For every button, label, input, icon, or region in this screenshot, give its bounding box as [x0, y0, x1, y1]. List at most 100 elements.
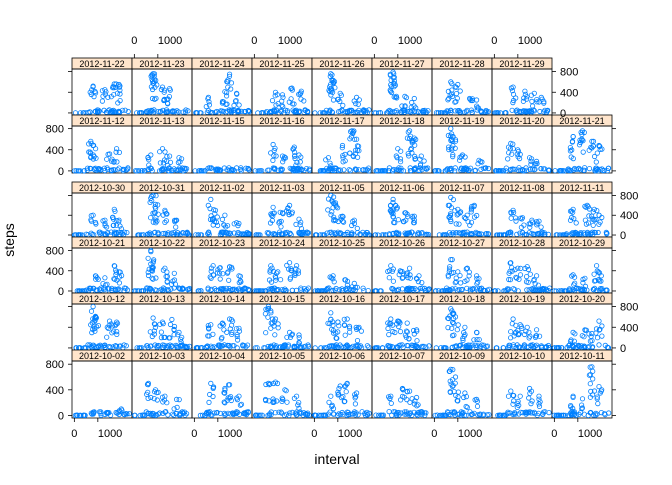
- data-point: [382, 168, 388, 174]
- data-point: [330, 322, 336, 328]
- y-tick-label: 800: [620, 302, 638, 314]
- data-point: [180, 109, 186, 115]
- data-point: [240, 343, 246, 349]
- panel-frame: [311, 303, 373, 351]
- data-point: [449, 377, 456, 383]
- data-point: [585, 204, 591, 210]
- y-tick-label: 400: [46, 266, 64, 278]
- data-point: [594, 394, 600, 400]
- data-point: [453, 84, 459, 90]
- data-point: [484, 412, 490, 418]
- data-point: [596, 318, 602, 324]
- data-point: [206, 399, 212, 405]
- data-point: [219, 320, 226, 326]
- data-point: [111, 206, 117, 212]
- data-point: [115, 286, 122, 292]
- data-point: [366, 107, 372, 113]
- y-tick-label: 0: [560, 108, 566, 120]
- data-point: [289, 211, 295, 217]
- data-point: [475, 279, 481, 285]
- data-point: [226, 107, 232, 113]
- data-point: [329, 89, 336, 95]
- data-point: [225, 77, 231, 83]
- data-point: [350, 129, 356, 135]
- data-point: [395, 217, 401, 223]
- data-point: [459, 152, 466, 158]
- data-point: [570, 156, 576, 162]
- data-point: [569, 147, 575, 153]
- strip-label: 2012-11-21: [559, 116, 604, 126]
- data-point: [554, 412, 560, 418]
- data-point: [280, 94, 286, 100]
- data-point: [253, 412, 259, 418]
- data-point: [151, 257, 157, 263]
- strip-label: 2012-11-12: [79, 116, 124, 126]
- data-point: [469, 286, 475, 292]
- data-point: [136, 168, 142, 174]
- data-point: [329, 77, 335, 83]
- data-point: [355, 325, 361, 331]
- panel-frame: [251, 247, 313, 294]
- data-point: [110, 214, 116, 220]
- data-point: [415, 230, 421, 236]
- data-point: [574, 344, 580, 350]
- strip-label: 2012-10-26: [379, 238, 425, 248]
- data-point: [516, 344, 523, 350]
- data-point: [318, 412, 324, 418]
- strip-label: 2012-11-27: [379, 59, 424, 69]
- strip-label: 2012-10-22: [139, 238, 185, 248]
- data-point: [476, 336, 482, 343]
- data-point: [466, 273, 472, 279]
- data-point: [209, 412, 215, 418]
- data-point: [198, 168, 204, 174]
- data-point: [538, 343, 545, 349]
- data-point: [534, 219, 540, 225]
- panel-2012-11-11: 2012-11-11: [551, 181, 616, 238]
- data-point: [180, 168, 186, 174]
- data-point: [305, 285, 311, 291]
- data-point: [202, 168, 208, 174]
- data-point: [148, 152, 154, 158]
- data-point: [445, 315, 451, 321]
- data-point: [448, 131, 455, 137]
- data-point: [149, 268, 156, 274]
- data-point: [456, 108, 462, 114]
- data-point: [151, 230, 157, 236]
- data-point: [81, 412, 87, 418]
- data-point: [397, 268, 403, 274]
- data-point: [116, 165, 122, 171]
- data-point: [393, 167, 399, 173]
- data-point: [102, 217, 108, 223]
- data-point: [386, 165, 392, 171]
- data-point: [153, 95, 159, 102]
- strip-label: 2012-10-17: [379, 294, 425, 304]
- strip-label: 2012-11-05: [319, 183, 364, 193]
- data-point: [392, 220, 398, 226]
- panel-2012-10-31: 2012-10-31: [131, 181, 193, 238]
- data-point: [353, 167, 359, 173]
- data-point: [599, 285, 605, 292]
- data-point: [182, 409, 188, 415]
- data-point: [338, 231, 344, 237]
- data-point: [508, 388, 514, 394]
- data-point: [116, 149, 123, 155]
- data-point: [457, 88, 463, 94]
- data-point: [208, 213, 214, 219]
- data-point: [234, 220, 240, 226]
- panels-layer: 2012-11-22 2012-11-23 2012-11-24 2012-11-25…: [68, 57, 616, 419]
- data-point: [344, 282, 350, 288]
- data-point: [178, 336, 184, 342]
- data-point: [171, 166, 177, 172]
- data-point: [335, 412, 341, 418]
- data-point: [351, 217, 357, 223]
- data-point: [126, 410, 132, 417]
- strip-label: 2012-10-24: [259, 238, 305, 248]
- data-point: [515, 331, 521, 338]
- data-point: [162, 265, 168, 271]
- data-point: [455, 269, 461, 275]
- data-point: [89, 411, 95, 417]
- data-point: [102, 275, 108, 281]
- data-point: [117, 109, 123, 115]
- data-point: [157, 160, 163, 166]
- data-point: [446, 268, 452, 275]
